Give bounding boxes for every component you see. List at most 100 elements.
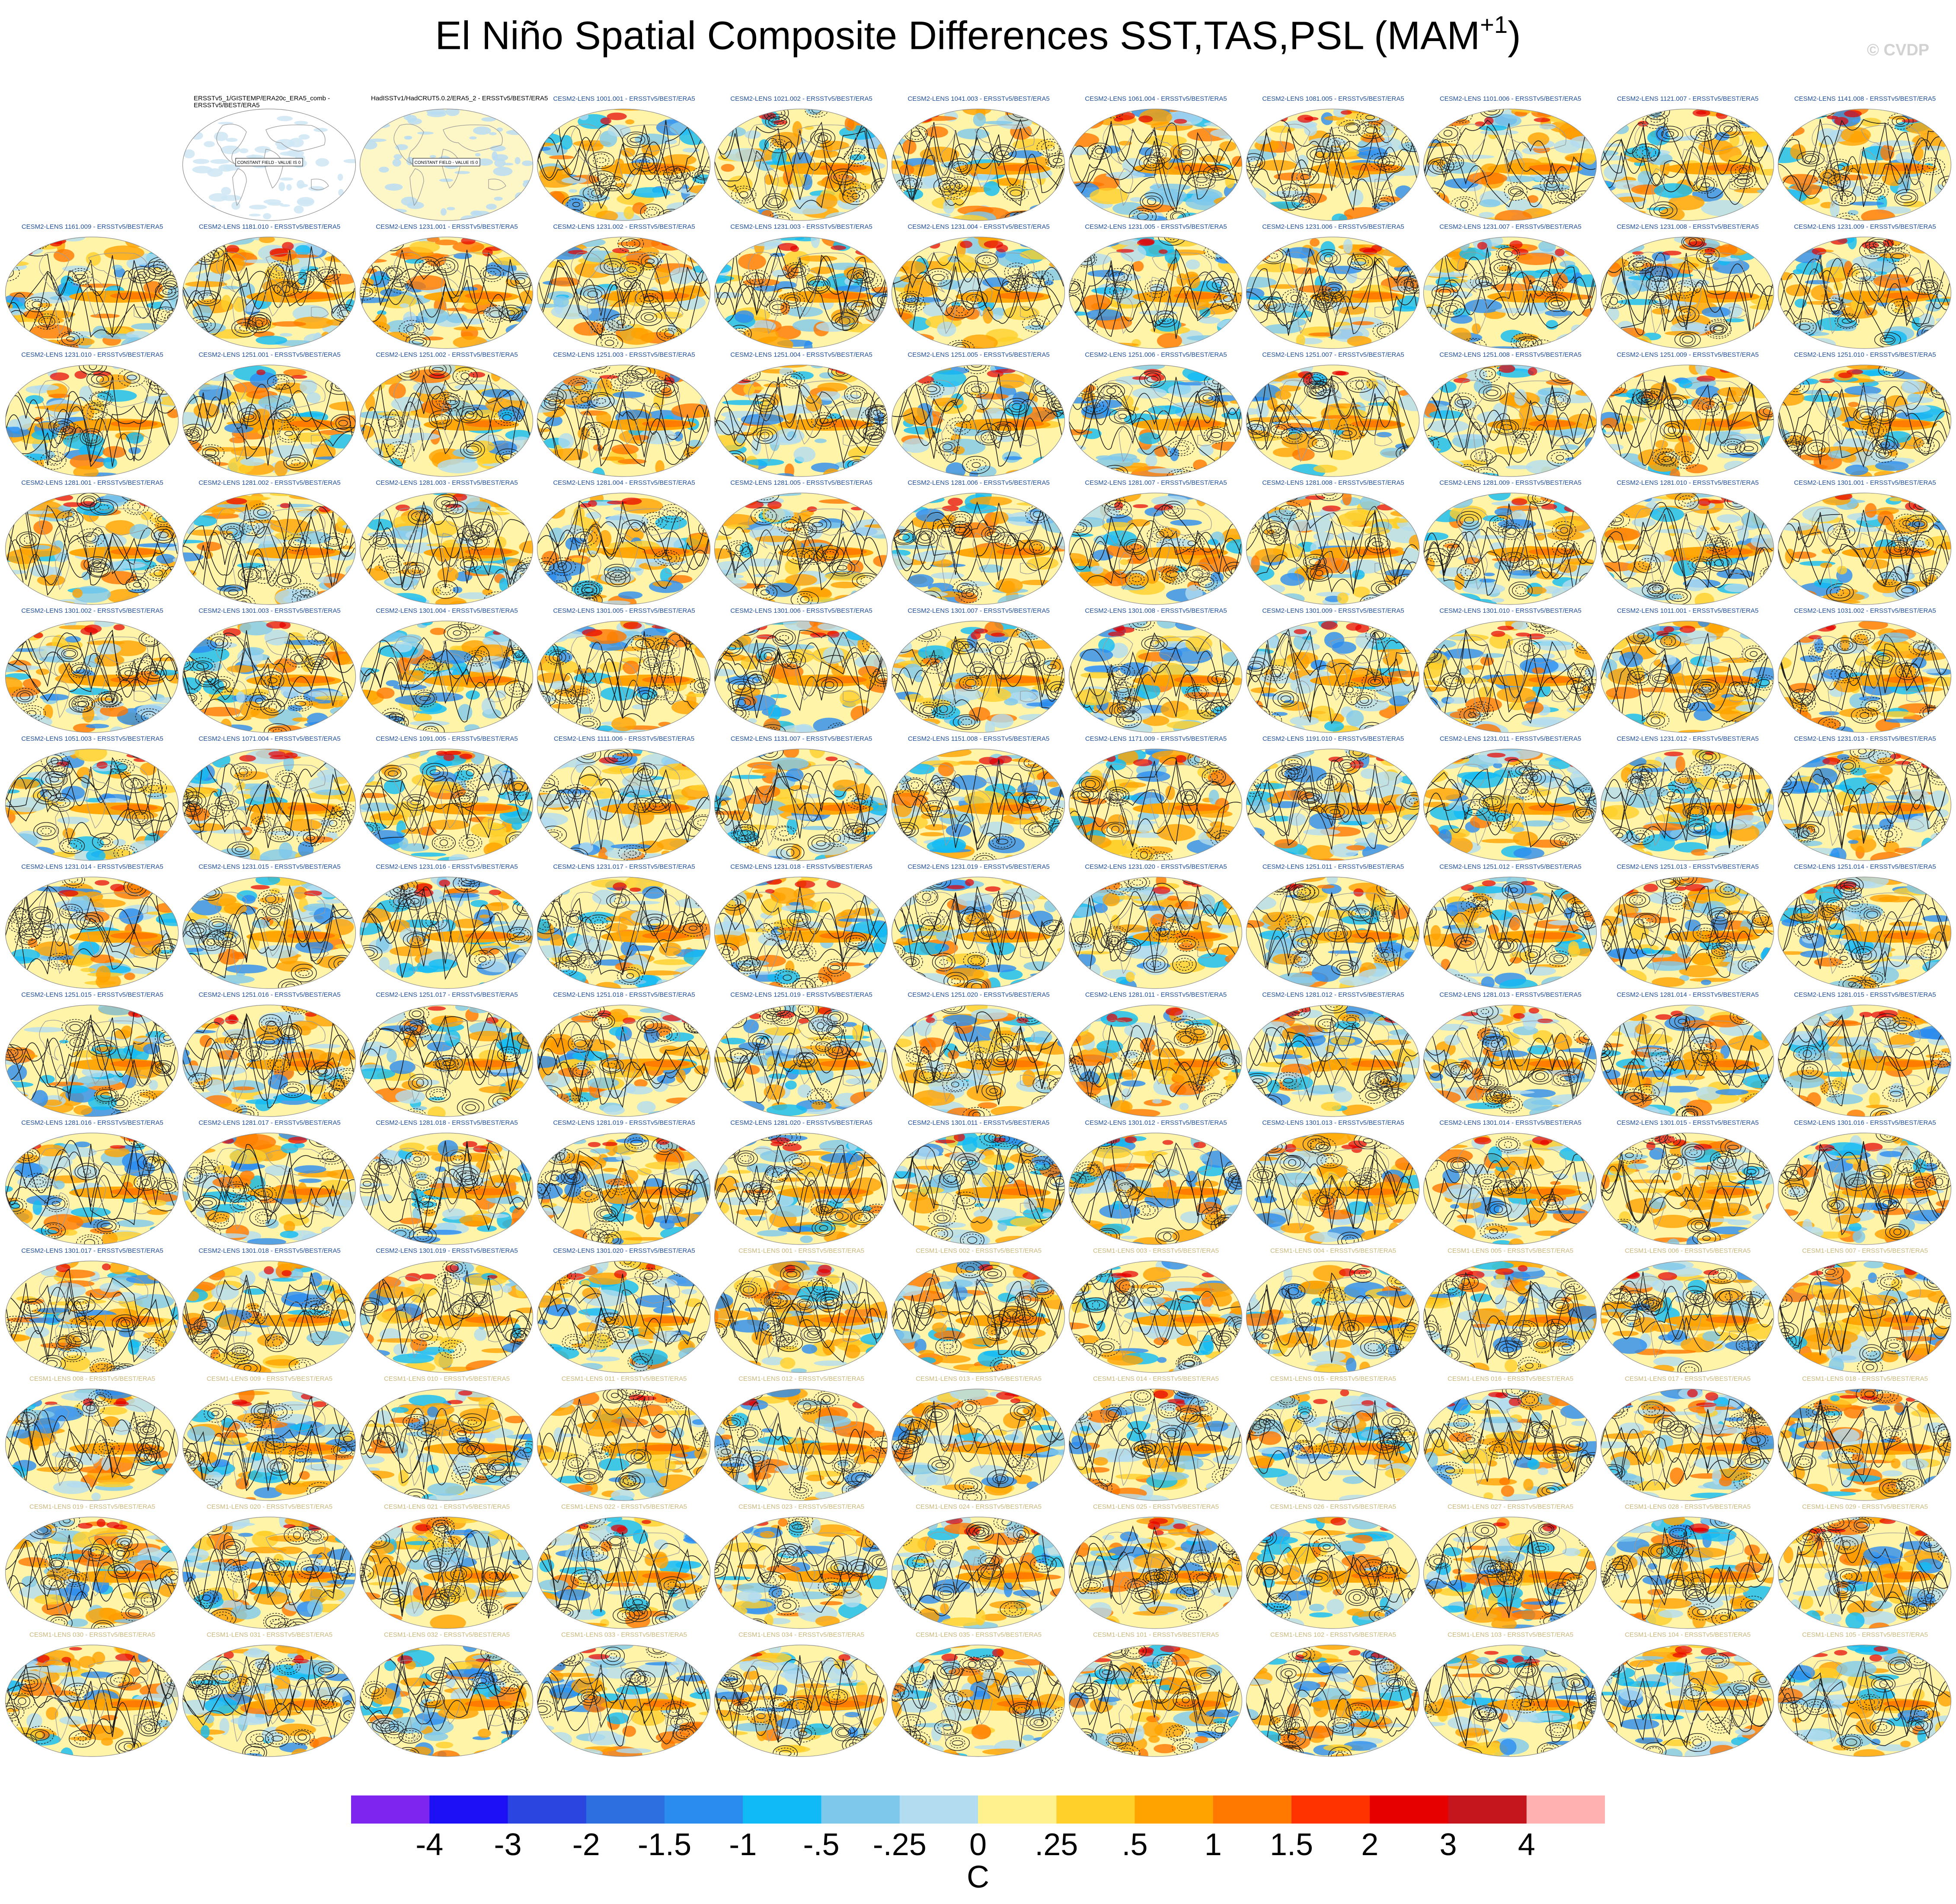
robinson-map (1423, 1645, 1597, 1757)
robinson-map (1777, 749, 1952, 861)
colorbar-swatch (1370, 1795, 1448, 1824)
map-panel: CESM2-LENS 1251.018 - ERSSTv5/BEST/ERA5 (535, 991, 713, 1120)
map-panel: CESM2-LENS 1231.007 - ERSSTv5/BEST/ERA5 (1422, 223, 1599, 352)
map-panel: CESM2-LENS 1031.002 - ERSSTv5/BEST/ERA5 (1776, 607, 1954, 736)
map-panel: CESM2-LENS 1251.020 - ERSSTv5/BEST/ERA5 (890, 991, 1067, 1120)
colorbar-tick-label: 1.5 (1269, 1827, 1314, 1862)
robinson-map (1600, 1389, 1774, 1501)
map-panel: CESM1-LENS 013 - ERSSTv5/BEST/ERA5 (890, 1375, 1067, 1504)
map-panel: CESM2-LENS 1231.005 - ERSSTv5/BEST/ERA5 (1067, 223, 1245, 352)
robinson-map (1246, 1645, 1420, 1757)
robinson-map (182, 365, 356, 477)
colorbar-tick-label: -2 (572, 1827, 600, 1862)
panel-title: CESM1-LENS 017 - ERSSTv5/BEST/ERA5 (1625, 1375, 1751, 1382)
robinson-map (1600, 237, 1774, 349)
panel-title: CESM1-LENS 016 - ERSSTv5/BEST/ERA5 (1448, 1375, 1573, 1382)
map-panel: CESM1-LENS 028 - ERSSTv5/BEST/ERA5 (1599, 1503, 1777, 1632)
robinson-map (537, 877, 711, 989)
map-panel: CESM2-LENS 1301.008 - ERSSTv5/BEST/ERA5 (1067, 607, 1245, 736)
robinson-map (359, 621, 534, 733)
panel-title: CESM2-LENS 1281.002 - ERSSTv5/BEST/ERA5 (198, 479, 341, 486)
panel-title: CESM2-LENS 1251.015 - ERSSTv5/BEST/ERA5 (21, 991, 163, 998)
robinson-map (359, 493, 534, 605)
robinson-map (359, 1133, 534, 1245)
robinson-map (1246, 1389, 1420, 1501)
map-panel: CESM2-LENS 1281.020 - ERSSTv5/BEST/ERA5 (713, 1119, 890, 1248)
robinson-map (537, 1517, 711, 1629)
robinson-map (1423, 621, 1597, 733)
panel-title: CESM2-LENS 1301.002 - ERSSTv5/BEST/ERA5 (21, 607, 163, 614)
map-panel: CESM2-LENS 1301.007 - ERSSTv5/BEST/ERA5 (890, 607, 1067, 736)
panel-title: CESM1-LENS 034 - ERSSTv5/BEST/ERA5 (738, 1631, 864, 1638)
panel-title: CESM1-LENS 013 - ERSSTv5/BEST/ERA5 (916, 1375, 1042, 1382)
panel-title: CESM1-LENS 014 - ERSSTv5/BEST/ERA5 (1093, 1375, 1219, 1382)
robinson-map (1423, 493, 1597, 605)
map-panel: CESM2-LENS 1251.007 - ERSSTv5/BEST/ERA5 (1244, 351, 1422, 480)
map-panel: CESM2-LENS 1301.003 - ERSSTv5/BEST/ERA5 (181, 607, 358, 736)
robinson-map (537, 621, 711, 733)
robinson-map (1068, 109, 1243, 221)
map-panel: CESM2-LENS 1251.015 - ERSSTv5/BEST/ERA5 (3, 991, 181, 1120)
panel-title: CESM2-LENS 1161.009 - ERSSTv5/BEST/ERA5 (21, 223, 163, 230)
title-close: ) (1507, 13, 1521, 58)
map-panel: CESM2-LENS 1281.018 - ERSSTv5/BEST/ERA5 (358, 1119, 536, 1248)
robinson-map (1246, 1261, 1420, 1373)
panel-title: CESM2-LENS 1251.011 - ERSSTv5/BEST/ERA5 (1262, 863, 1404, 870)
panel-title: CESM2-LENS 1281.001 - ERSSTv5/BEST/ERA5 (21, 479, 163, 486)
robinson-map (1777, 877, 1952, 989)
robinson-map (891, 621, 1065, 733)
robinson-map (1777, 1005, 1952, 1117)
map-panel: CESM1-LENS 102 - ERSSTv5/BEST/ERA5 (1244, 1631, 1422, 1760)
robinson-map (5, 1389, 179, 1501)
map-panel: CESM2-LENS 1281.013 - ERSSTv5/BEST/ERA5 (1422, 991, 1599, 1120)
map-panel: CESM2-LENS 1281.006 - ERSSTv5/BEST/ERA5 (890, 479, 1067, 608)
map-panel: CESM1-LENS 019 - ERSSTv5/BEST/ERA5 (3, 1503, 181, 1632)
constant-field-note: CONSTANT FIELD - VALUE IS 0 (415, 160, 478, 165)
panel-title: CESM1-LENS 022 - ERSSTv5/BEST/ERA5 (561, 1503, 687, 1510)
map-panel: CESM1-LENS 026 - ERSSTv5/BEST/ERA5 (1244, 1503, 1422, 1632)
colorbar-swatch (1135, 1795, 1214, 1824)
robinson-map (1068, 365, 1243, 477)
panel-title: CESM2-LENS 1151.008 - ERSSTv5/BEST/ERA5 (908, 735, 1050, 742)
map-panel: CESM2-LENS 1281.002 - ERSSTv5/BEST/ERA5 (181, 479, 358, 608)
robinson-map (182, 493, 356, 605)
map-panel: CESM2-LENS 1081.005 - ERSSTv5/BEST/ERA5 (1244, 95, 1422, 224)
map-panel: CESM2-LENS 1231.014 - ERSSTv5/BEST/ERA5 (3, 863, 181, 992)
robinson-map (1246, 621, 1420, 733)
panel-title: CESM2-LENS 1301.011 - ERSSTv5/BEST/ERA5 (908, 1119, 1050, 1126)
panel-title: CESM2-LENS 1281.013 - ERSSTv5/BEST/ERA5 (1439, 991, 1582, 998)
colorbar-tick-label: 0 (969, 1827, 987, 1862)
panel-title: CESM2-LENS 1301.019 - ERSSTv5/BEST/ERA5 (376, 1247, 518, 1254)
map-panel: CESM2-LENS 1231.003 - ERSSTv5/BEST/ERA5 (713, 223, 890, 352)
map-panel: CESM1-LENS 034 - ERSSTv5/BEST/ERA5 (713, 1631, 890, 1760)
map-panel: CESM1-LENS 035 - ERSSTv5/BEST/ERA5 (890, 1631, 1067, 1760)
panel-title: CESM2-LENS 1301.012 - ERSSTv5/BEST/ERA5 (1085, 1119, 1227, 1126)
robinson-map (1600, 1261, 1774, 1373)
robinson-map (714, 749, 888, 861)
panel-title: CESM1-LENS 021 - ERSSTv5/BEST/ERA5 (384, 1503, 510, 1510)
map-panel: CESM1-LENS 010 - ERSSTv5/BEST/ERA5 (358, 1375, 536, 1504)
title-text: El Niño Spatial Composite Differences SS… (435, 13, 1480, 58)
map-panel: CESM1-LENS 104 - ERSSTv5/BEST/ERA5 (1599, 1631, 1777, 1760)
robinson-map (714, 1645, 888, 1757)
robinson-map (1777, 493, 1952, 605)
robinson-map (1423, 1389, 1597, 1501)
map-panel: CESM2-LENS 1251.005 - ERSSTv5/BEST/ERA5 (890, 351, 1067, 480)
map-panel: CESM1-LENS 001 - ERSSTv5/BEST/ERA5 (713, 1247, 890, 1376)
panel-title: CESM2-LENS 1301.016 - ERSSTv5/BEST/ERA5 (1794, 1119, 1936, 1126)
map-panel: CESM1-LENS 020 - ERSSTv5/BEST/ERA5 (181, 1503, 358, 1632)
panel-title: CESM2-LENS 1301.020 - ERSSTv5/BEST/ERA5 (553, 1247, 695, 1254)
robinson-map (1777, 1645, 1952, 1757)
panel-title: CESM1-LENS 035 - ERSSTv5/BEST/ERA5 (916, 1631, 1042, 1638)
robinson-map (537, 1261, 711, 1373)
map-panel: CESM1-LENS 012 - ERSSTv5/BEST/ERA5 (713, 1375, 890, 1504)
robinson-map (891, 1133, 1065, 1245)
panel-title: CESM2-LENS 1251.008 - ERSSTv5/BEST/ERA5 (1439, 351, 1582, 358)
robinson-map (1246, 237, 1420, 349)
panel-title: CESM2-LENS 1301.003 - ERSSTv5/BEST/ERA5 (198, 607, 341, 614)
map-panel: CESM1-LENS 024 - ERSSTv5/BEST/ERA5 (890, 1503, 1067, 1632)
panel-title: CESM1-LENS 105 - ERSSTv5/BEST/ERA5 (1802, 1631, 1928, 1638)
panel-title: CESM2-LENS 1251.007 - ERSSTv5/BEST/ERA5 (1262, 351, 1404, 358)
map-panel: CESM2-LENS 1281.016 - ERSSTv5/BEST/ERA5 (3, 1119, 181, 1248)
robinson-map (891, 1389, 1065, 1501)
